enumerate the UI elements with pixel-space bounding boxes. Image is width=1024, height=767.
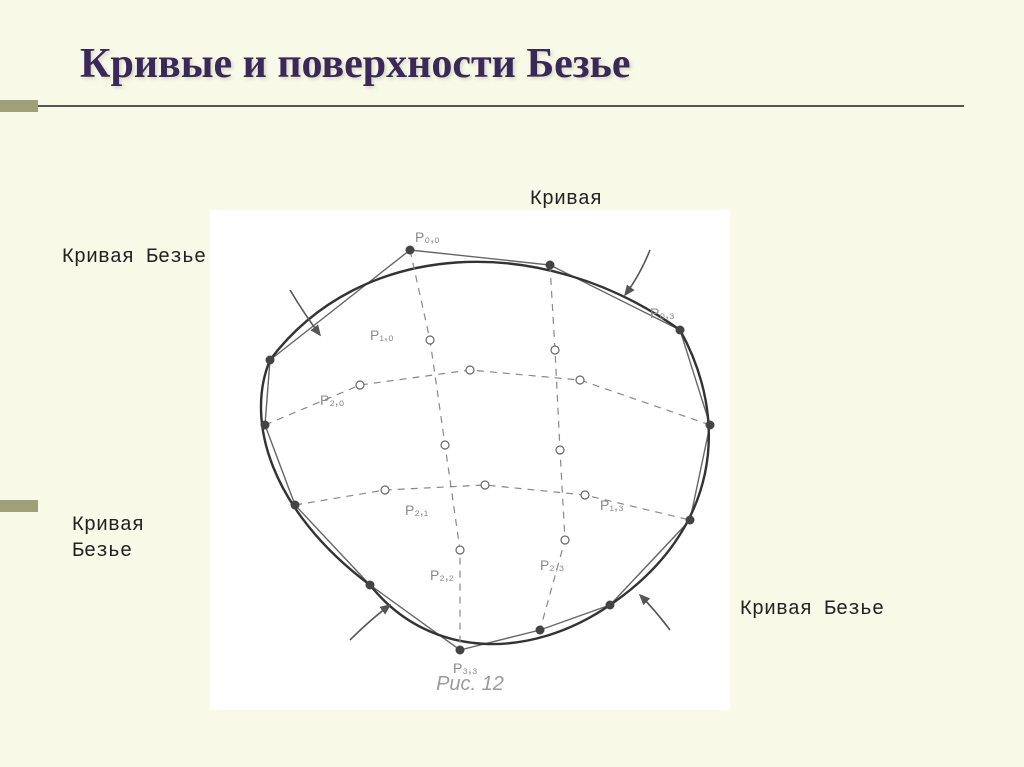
arrow-bottom-left [350,605,390,640]
pt-label: P₂,₃ [540,557,564,573]
diagram: P₀,₀ P₀,₃ P₁,₀ P₂,₀ P₂,₁ P₂,₂ P₂,₃ P₁,₃ … [210,210,730,710]
label-left-upper: Кривая Безье [62,246,206,269]
arrow-bottom-right [640,595,670,630]
pt-label: P₀,₃ [650,305,675,321]
grid-v2 [295,485,690,520]
label-left-lower-2: Безье [72,540,132,563]
label-right: Кривая Безье [740,598,884,621]
pt-label: P₂,₀ [320,392,345,408]
pt-label: P₂,₁ [405,502,429,518]
pt-label: P₀,₀ [415,229,440,245]
label-top: Кривая [530,188,602,211]
grid-u1 [410,250,460,650]
ctrl-edge-left [265,360,370,585]
rule-accent [0,100,38,112]
rule-line [38,105,964,107]
bezier-surface-svg: P₀,₀ P₀,₃ P₁,₀ P₂,₀ P₂,₁ P₂,₂ P₂,₃ P₁,₃ … [210,210,730,710]
side-accent [0,500,38,512]
boundary-curve-right [610,330,709,605]
ctrl-edge-top [270,250,680,360]
pt-label: P₁,₃ [600,497,624,513]
slide-title: Кривые и поверхности Безье [80,40,1024,88]
arrow-top-right [625,250,650,295]
boundary-curve-left [261,360,370,585]
ctrl-edge-right [610,330,710,605]
pt-label: P₂,₂ [430,567,454,583]
slide: Кривые и поверхности Безье Кривая Кривая… [0,0,1024,767]
edge-points [261,246,715,655]
title-rule [0,100,1024,112]
inner-points [356,336,589,554]
diagram-caption: Рис. 12 [436,673,504,696]
label-left-lower-1: Кривая [72,514,144,537]
boundary-curve-bottom [370,585,610,644]
pt-label: P₁,₀ [370,327,394,343]
